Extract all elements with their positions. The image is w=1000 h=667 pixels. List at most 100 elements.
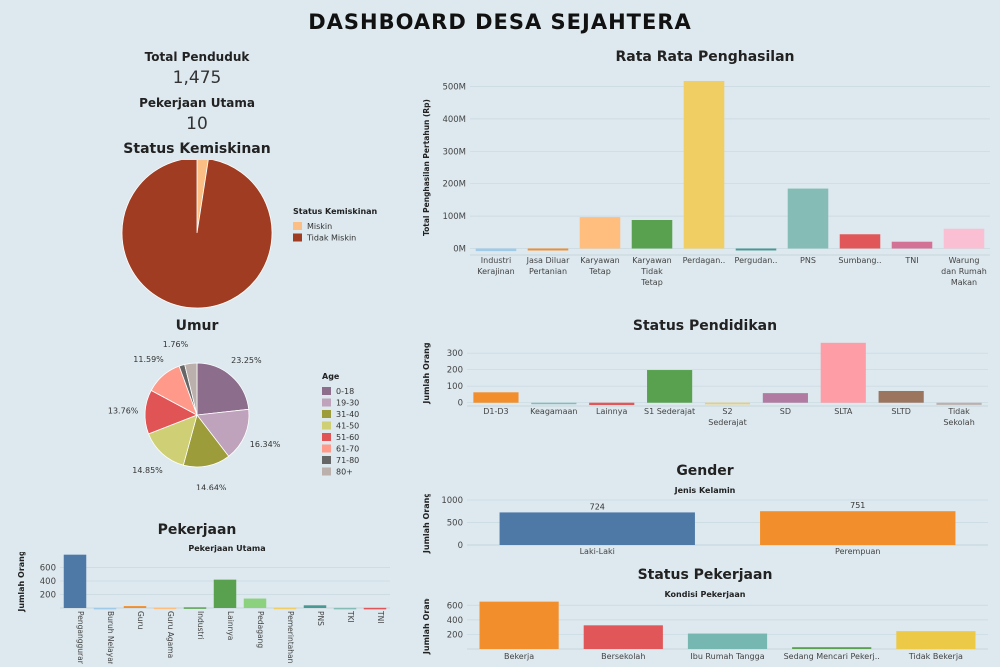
legend-item-41-50: 41-50: [336, 422, 359, 431]
data-label-perempuan: 751: [850, 501, 865, 510]
legend-swatch-80: [322, 467, 331, 476]
legend-item-0-18: 0-18: [336, 387, 354, 396]
bar-d1-d3: [473, 392, 519, 403]
bar-s1-sederajat: [647, 370, 693, 403]
legend-item-miskin: Miskin: [307, 222, 332, 231]
pie-label-61-70: 11.59%: [133, 355, 164, 364]
y-tick-label: 100M: [442, 212, 466, 222]
x-tick-label-industri-kerajinan: Industri Kerajinan: [477, 256, 514, 276]
bar-sltd: [878, 390, 924, 403]
data-label-laki-laki: 724: [590, 502, 605, 511]
bar-lainnya: [589, 402, 635, 406]
gender-title: Gender: [676, 463, 734, 479]
bar-s2-sederajat: [704, 402, 751, 405]
status-kemiskinan-title: Status Kemiskinan: [123, 141, 271, 157]
x-tick-label-guru: Guru: [136, 611, 145, 630]
x-tick-label-karyawan-tidak-tetap: Karyawan Tidak Tetap: [632, 256, 671, 287]
y-tick-label: 200: [447, 630, 463, 640]
status-pekerjaan-bar-chart: 200 400 600 Jumlah Orang Bekerja Bersekolah Ib…: [422, 598, 988, 661]
dashboard-title: DASHBOARD DESA SEJAHTERA: [308, 10, 692, 34]
bar-warung-dan-rumah-makan: [943, 228, 985, 249]
legend-title: Age: [322, 372, 340, 381]
pendidikan-bar-chart: 0 100 200 300 Jumlah Orang D1-D3 Keagamaan Lain…: [422, 342, 988, 427]
pie-label-0-18: 23.25%: [231, 356, 262, 365]
x-tick-label-laki-laki: Laki-Laki: [580, 547, 615, 556]
bar-bersekolah: [583, 625, 663, 649]
x-tick-label-buruh-nelayan: Buruh Nelayan: [106, 611, 115, 664]
y-tick-label: 0: [458, 541, 463, 551]
pekerjaan-title: Pekerjaan: [157, 522, 237, 538]
bar-ibu-rumah-tangga: [687, 633, 768, 649]
y-tick-label: 600: [447, 601, 463, 611]
pie-slice-tidak-miskin: [121, 160, 273, 309]
pekerjaan-bar-chart: 200 400 600 Jumlah Orang Pengangguran Buruh N…: [17, 552, 390, 664]
y-tick-label: 200: [447, 366, 463, 376]
legend-swatch-miskin: [293, 222, 302, 230]
bar-bekerja: [479, 601, 559, 649]
y-tick-label: 0: [458, 399, 463, 409]
x-tick-label-slta: SLTA: [834, 407, 853, 416]
x-tick-label-sltd: SLTD: [891, 407, 910, 416]
y-tick-label: 400M: [442, 115, 466, 125]
pie-label-19-30: 16.34%: [250, 440, 281, 449]
bar-laki-laki: [499, 512, 695, 545]
x-tick-label-s2-sederajat: S2 Sederajat: [708, 407, 746, 427]
bar-guru: [123, 606, 147, 608]
umur-title: Umur: [175, 318, 219, 334]
bar-guru-agama: [153, 607, 177, 610]
legend-swatch-tidak-miskin: [293, 233, 302, 242]
legend-item-71-80: 71-80: [336, 456, 359, 465]
x-tick-label-perempuan: Perempuan: [835, 547, 880, 556]
y-tick-label: 0M: [453, 245, 466, 255]
bar-tni: [363, 607, 387, 610]
pie-slice-19-30: [196, 408, 250, 457]
legend-item-19-30: 19-30: [336, 399, 359, 408]
pie-label-31-40: 14.64%: [196, 484, 227, 490]
total-penduduk-label: Total Penduduk: [144, 50, 250, 64]
bar-keagamaan: [531, 402, 577, 405]
bar-tki: [333, 607, 357, 610]
pekerjaan-utama-value: 10: [186, 114, 208, 134]
bar-buruh-nelayan: [93, 607, 117, 610]
pie-label-71-80: 1.76%: [163, 340, 189, 349]
penghasilan-title: Rata Rata Penghasilan: [615, 49, 795, 65]
bar-tni: [891, 241, 933, 249]
bar-sumbang: [839, 234, 881, 249]
y-tick-label: 300M: [442, 147, 466, 157]
pie-slice-0-18: [196, 362, 250, 416]
y-tick-label: 500: [447, 519, 463, 529]
x-tick-label-bersekolah: Bersekolah: [601, 652, 645, 661]
x-tick-label-pengangguran: Pengangguran: [76, 611, 85, 664]
pie-slice-80: [184, 362, 198, 416]
x-tick-label-bekerja: Bekerja: [504, 652, 534, 661]
y-axis-label: Jumlah Orang: [422, 342, 431, 404]
x-tick-label-tidak-sekolah: Tidak Sekolah: [943, 407, 974, 427]
x-tick-label-tni: TNI: [904, 256, 918, 265]
x-tick-label-lainnya: Lainnya: [596, 407, 627, 416]
status-pekerjaan-subtitle: Kondisi Pekerjaan: [664, 590, 746, 599]
penghasilan-bar-chart: 0M 100M 200M 300M 400M 500M Total Penghasilan …: [422, 80, 990, 287]
gender-subtitle: Jenis Kelamin: [674, 486, 736, 495]
y-axis-label: Jumlah Orang: [17, 552, 26, 613]
umur-pie-chart: 23.25% 16.34% 14.64% 14.85% 13.76% 11.59% 1.76…: [108, 340, 359, 490]
y-tick-label: 100: [447, 382, 463, 392]
legend-swatch-19-30: [322, 398, 331, 407]
y-tick-label: 200M: [442, 180, 466, 190]
x-tick-label-s1-sederajat: S1 Sederajat: [644, 407, 695, 416]
legend-swatch-51-60: [322, 433, 331, 441]
x-tick-label-tni: TNI: [376, 610, 385, 623]
x-tick-label-sumbang: Sumbang..: [838, 256, 881, 265]
bar-sedang-mencari-pekerj: [792, 647, 872, 649]
legend-swatch-71-80: [322, 456, 331, 464]
x-tick-label-ibu-rumah-tangga: Ibu Rumah Tangga: [690, 652, 764, 661]
x-tick-label-jasa-diluar-pertanian: Jasa Diluar Pertanian: [526, 256, 570, 276]
x-tick-label-guru-agama: Guru Agama: [166, 611, 175, 658]
pie-slice-41-50: [148, 414, 198, 466]
bar-perempuan: [760, 511, 956, 545]
pie-label-51-60: 13.76%: [108, 407, 139, 416]
bar-pengangguran: [63, 554, 87, 608]
x-tick-label-pergudan: Pergudan..: [735, 256, 778, 265]
pendidikan-title: Status Pendidikan: [632, 318, 778, 334]
pekerjaan-subtitle: Pekerjaan Utama: [188, 544, 266, 553]
bar-slta: [820, 342, 866, 403]
